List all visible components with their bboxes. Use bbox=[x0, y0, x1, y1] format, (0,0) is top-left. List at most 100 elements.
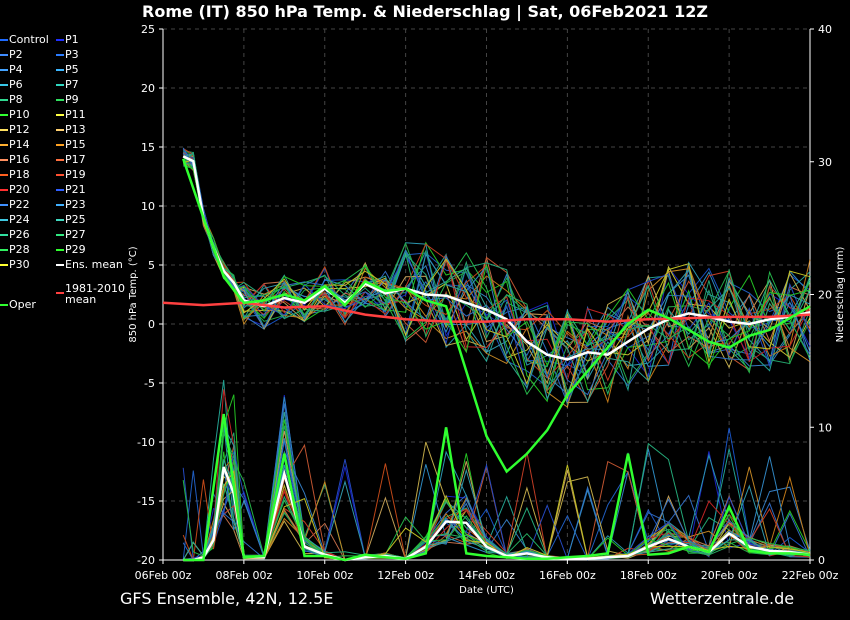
legend-swatch bbox=[56, 189, 64, 191]
member-temp-line bbox=[182, 147, 811, 401]
legend-swatch bbox=[0, 69, 8, 71]
y-tick-label: -10 bbox=[137, 436, 155, 449]
legend-label: P21 bbox=[65, 183, 86, 196]
legend-swatch bbox=[56, 174, 64, 176]
legend-swatch bbox=[0, 84, 8, 86]
member-temp-line bbox=[183, 163, 811, 362]
member-temp-line bbox=[182, 151, 811, 371]
legend-swatch bbox=[0, 204, 8, 206]
legend-swatch bbox=[0, 189, 8, 191]
legend-label: P4 bbox=[9, 63, 23, 76]
x-tick-label: 20Feb 00z bbox=[701, 569, 758, 582]
x-tick-label: 14Feb 00z bbox=[458, 569, 515, 582]
footer-site: Wetterzentrale.de bbox=[650, 589, 795, 608]
legend-label: P27 bbox=[65, 228, 86, 241]
legend-swatch bbox=[56, 219, 64, 221]
y-tick-label: 15 bbox=[141, 141, 155, 154]
member-temp-line bbox=[182, 163, 811, 367]
legend-label: P20 bbox=[9, 183, 30, 196]
y-tick-label: 10 bbox=[141, 200, 155, 213]
x-tick-label: 18Feb 00z bbox=[620, 569, 677, 582]
legend-label: P18 bbox=[9, 168, 30, 181]
y2-axis-label: Niederschlag (mm) bbox=[835, 247, 846, 343]
y-tick-label: -5 bbox=[144, 377, 155, 390]
legend-swatch bbox=[56, 234, 64, 236]
legend-label: P25 bbox=[65, 213, 86, 226]
legend-label: Ens. mean bbox=[65, 258, 123, 271]
legend-swatch bbox=[0, 234, 8, 236]
legend-swatch bbox=[0, 54, 8, 56]
legend-label: P26 bbox=[9, 228, 30, 241]
y2-tick-label: 40 bbox=[818, 23, 832, 36]
legend-label: P22 bbox=[9, 198, 30, 211]
legend-label: P19 bbox=[65, 168, 86, 181]
legend-label: P29 bbox=[65, 243, 86, 256]
legend-swatch bbox=[56, 292, 64, 294]
member-temp-line bbox=[183, 159, 811, 400]
legend-label: P11 bbox=[65, 108, 86, 121]
member-temp-line bbox=[182, 159, 811, 403]
member-temp-line bbox=[182, 147, 811, 396]
legend-label: P10 bbox=[9, 108, 30, 121]
legend-swatch bbox=[0, 129, 8, 131]
member-temp-line bbox=[182, 159, 811, 402]
x-tick-label: 10Feb 00z bbox=[296, 569, 353, 582]
legend-label: P12 bbox=[9, 123, 30, 136]
x-tick-label: 12Feb 00z bbox=[377, 569, 434, 582]
legend-label: P9 bbox=[65, 93, 79, 106]
legend-label: P28 bbox=[9, 243, 30, 256]
member-temp-line bbox=[182, 152, 811, 385]
member-temp-line bbox=[183, 153, 811, 403]
legend-label: Control bbox=[9, 33, 49, 46]
legend-swatch bbox=[56, 159, 64, 161]
series-oper-temp bbox=[182, 158, 811, 474]
legend-swatch bbox=[0, 174, 8, 176]
legend-label: P5 bbox=[65, 63, 79, 76]
legend-label: P8 bbox=[9, 93, 23, 106]
legend-label: Oper bbox=[9, 298, 36, 311]
legend-swatch bbox=[56, 54, 64, 56]
legend-label: P7 bbox=[65, 78, 79, 91]
y2-tick-label: 10 bbox=[818, 421, 832, 434]
legend-swatch bbox=[56, 144, 64, 146]
legend-label: P15 bbox=[65, 138, 86, 151]
legend-swatch bbox=[0, 114, 8, 116]
legend-swatch bbox=[56, 84, 64, 86]
legend-swatch bbox=[56, 129, 64, 131]
x-tick-label: 08Feb 00z bbox=[216, 569, 273, 582]
legend-label: P24 bbox=[9, 213, 30, 226]
legend-swatch bbox=[0, 304, 8, 306]
legend-label: P1 bbox=[65, 33, 79, 46]
legend-swatch bbox=[0, 144, 8, 146]
legend-swatch bbox=[0, 219, 8, 221]
member-temp-line bbox=[183, 165, 811, 396]
legend-label: P30 bbox=[9, 258, 30, 271]
legend-label: P23 bbox=[65, 198, 86, 211]
series-1981-2010-mean-temp bbox=[162, 301, 811, 323]
member-precip-line bbox=[183, 394, 811, 561]
member-precip-line bbox=[182, 440, 811, 561]
x-axis-label: Date (UTC) bbox=[459, 585, 514, 596]
legend-label: 1981-2010 mean bbox=[65, 282, 125, 306]
legend-label: P2 bbox=[9, 48, 23, 61]
legend-swatch bbox=[56, 69, 64, 71]
legend-swatch bbox=[0, 249, 8, 251]
legend-swatch bbox=[56, 204, 64, 206]
chart-title: Rome (IT) 850 hPa Temp. & Niederschlag |… bbox=[142, 2, 708, 21]
member-temp-line bbox=[182, 154, 811, 404]
member-temp-line bbox=[182, 148, 811, 406]
y-tick-label: 20 bbox=[141, 82, 155, 95]
legend-swatch bbox=[0, 159, 8, 161]
series-ens-mean-temp bbox=[182, 155, 811, 361]
y-tick-label: 25 bbox=[141, 23, 155, 36]
member-temp-line bbox=[182, 151, 811, 359]
member-temp-line bbox=[183, 153, 811, 403]
member-temp-line bbox=[183, 153, 811, 404]
legend-swatch bbox=[56, 99, 64, 101]
y2-tick-label: 20 bbox=[818, 289, 832, 302]
footer-model: GFS Ensemble, 42N, 12.5E bbox=[120, 589, 334, 608]
y-tick-label: 0 bbox=[148, 318, 155, 331]
legend-label: P3 bbox=[65, 48, 79, 61]
legend-label: P13 bbox=[65, 123, 86, 136]
